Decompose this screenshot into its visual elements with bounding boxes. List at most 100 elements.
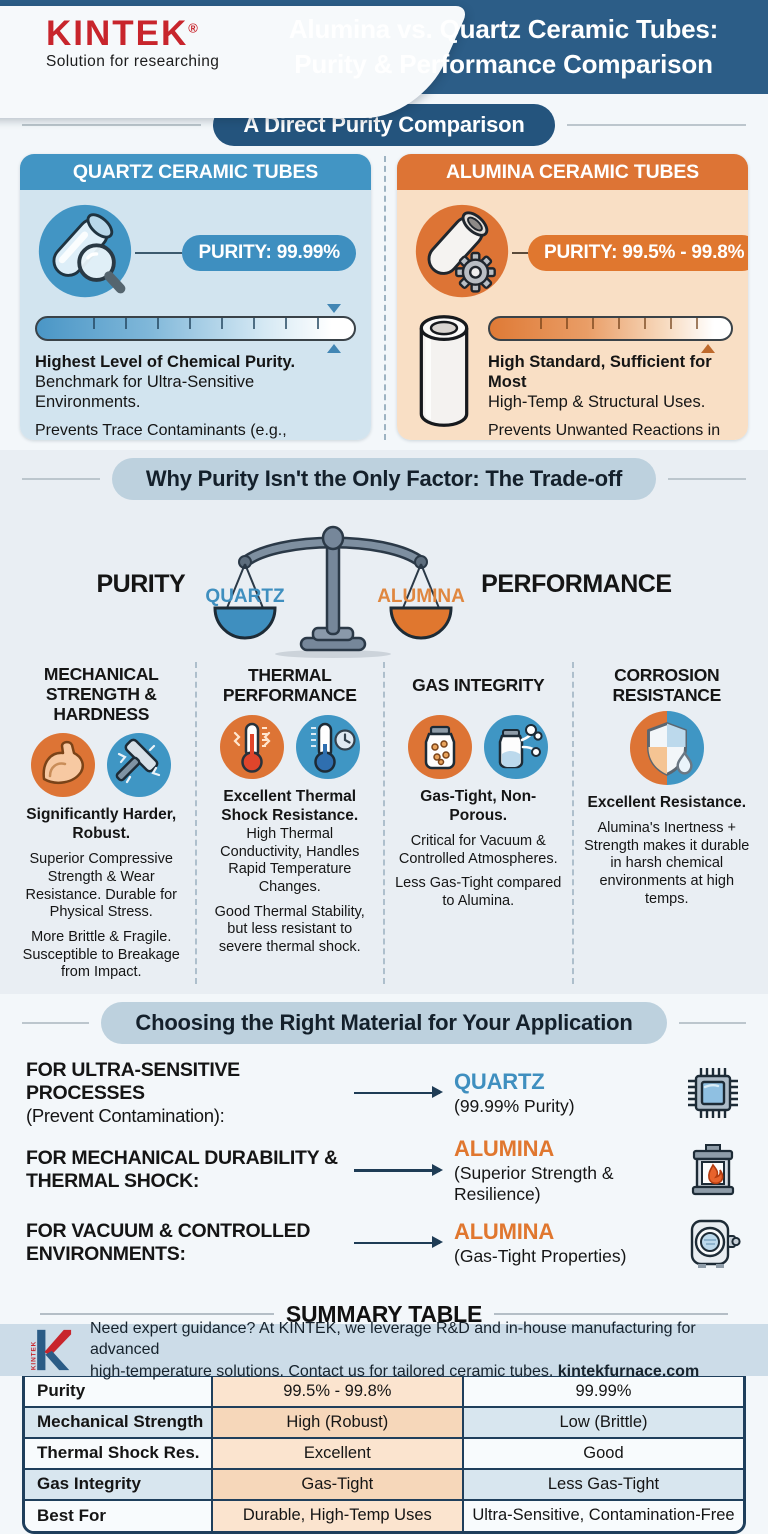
column-paragraph: Critical for Vacuum & Controlled Atmosph… bbox=[398, 832, 558, 867]
table-cell-property: Thermal Shock Res. bbox=[25, 1436, 212, 1469]
brand-name: KINTEK® bbox=[46, 16, 219, 51]
column-lead: Excellent Resistance. bbox=[587, 794, 747, 811]
alumina-card-title: ALUMINA CERAMIC TUBES bbox=[397, 154, 748, 190]
table-cell-quartz: Ultra-Sensitive, Contamination-Free bbox=[461, 1498, 743, 1531]
tradeoff-section-head: Why Purity Isn't the Only Factor: The Tr… bbox=[0, 458, 768, 500]
choose-label-line2: ENVIRONMENTS: bbox=[26, 1242, 186, 1265]
column-corrosion: CORROSION RESISTANCE Excellent Resistanc… bbox=[571, 662, 761, 984]
gauge-marker-bottom bbox=[701, 344, 716, 353]
material-note: (99.99% Purity) bbox=[454, 1095, 575, 1116]
choosing-section-head: Choosing the Right Material for Your App… bbox=[0, 1002, 768, 1044]
summary-title: SUMMARY TABLE bbox=[285, 1300, 483, 1327]
tube-magnifier-icon bbox=[38, 204, 132, 298]
column-lead: Significantly Harder, Robust. bbox=[26, 806, 177, 843]
arrow-icon bbox=[354, 1087, 443, 1098]
footer: KINTEK Need expert guidance? At KINTEK, … bbox=[0, 1320, 768, 1380]
header: KINTEK® Solution for researching Alumina… bbox=[0, 0, 768, 118]
table-cell-alumina: Gas-Tight bbox=[210, 1467, 463, 1500]
alumina-paragraph: Prevents Unwanted Reactions in Demanding… bbox=[488, 422, 721, 440]
alumina-purity-badge: PURITY: 99.5% - 99.8% bbox=[528, 235, 748, 271]
table-row: Gas Integrity Gas-Tight Less Gas-Tight bbox=[25, 1467, 743, 1500]
tradeoff-section-title: Why Purity Isn't the Only Factor: The Tr… bbox=[111, 458, 657, 500]
quartz-purity-gauge bbox=[35, 304, 356, 353]
column-thermal: THERMAL PERFORMANCE bbox=[194, 662, 384, 984]
sealed-jar-icon bbox=[408, 715, 473, 779]
column-paragraph: Superior Compressive Strength & Wear Res… bbox=[25, 851, 177, 921]
balance-scale-icon: QUARTZ ALUMINA bbox=[206, 525, 465, 658]
choosing-section-title: Choosing the Right Material for Your App… bbox=[101, 1002, 667, 1044]
column-title: CORROSION RESISTANCE bbox=[612, 664, 722, 705]
material-note: (Gas-Tight Properties) bbox=[454, 1245, 627, 1266]
table-cell-quartz: Good bbox=[461, 1436, 743, 1469]
table-row: Best For Durable, High-Temp Uses Ultra-S… bbox=[25, 1498, 743, 1531]
quartz-pan-label: QUARTZ bbox=[206, 586, 286, 607]
alumina-purity-gauge bbox=[488, 305, 733, 353]
gear-icon bbox=[455, 251, 496, 293]
registered-mark: ® bbox=[188, 20, 198, 36]
gauge-marker-top bbox=[327, 304, 342, 313]
page-title-line2: Purity & Performance Comparison bbox=[294, 48, 713, 79]
standing-tube-icon bbox=[419, 315, 469, 427]
tube-gear-icon bbox=[415, 204, 509, 298]
brand-k-icon: KINTEK bbox=[30, 1329, 72, 1371]
quartz-pan bbox=[213, 606, 277, 640]
cards-divider bbox=[384, 156, 386, 440]
balance-graphic: PURITY QUARTZ ALUMINA PERFORMANCE bbox=[0, 508, 768, 658]
choose-label-line2: (Prevent Contamination): bbox=[26, 1105, 225, 1126]
footer-line1: Need expert guidance? At KINTEK, we leve… bbox=[90, 1320, 696, 1359]
page-title: Alumina vs. Quartz Ceramic Tubes: Purity… bbox=[245, 12, 762, 81]
column-title: MECHANICAL STRENGTH & HARDNESS bbox=[43, 664, 159, 725]
table-cell-property: Mechanical Strength bbox=[25, 1405, 212, 1438]
column-mechanical: MECHANICAL STRENGTH & HARDNESS Significa… bbox=[8, 662, 195, 984]
table-cell-alumina: Excellent bbox=[210, 1436, 463, 1469]
choose-label-line1: FOR VACUUM & CONTROLLED bbox=[26, 1219, 311, 1242]
summary-section-head: SUMMARY TABLE bbox=[0, 1301, 768, 1328]
choose-label-line1: FOR MECHANICAL DURABILITY & bbox=[26, 1147, 338, 1170]
column-title: THERMAL PERFORMANCE bbox=[222, 664, 357, 705]
furnace-icon bbox=[691, 1144, 735, 1196]
material-name: ALUMINA bbox=[454, 1218, 555, 1244]
muscle-icon bbox=[31, 733, 96, 798]
alumina-card: ALUMINA CERAMIC TUBES bbox=[397, 154, 748, 440]
performance-label: PERFORMANCE bbox=[481, 570, 672, 598]
table-row: Thermal Shock Res. Excellent Good bbox=[25, 1436, 743, 1469]
svg-text:KINTEK: KINTEK bbox=[30, 1341, 37, 1370]
alumina-lead-rest: High-Temp & Structural Uses. bbox=[488, 393, 706, 412]
factor-columns: MECHANICAL STRENGTH & HARDNESS Significa… bbox=[0, 658, 768, 994]
brand-tagline: Solution for researching bbox=[46, 53, 220, 70]
table-cell-property: Best For bbox=[25, 1498, 212, 1531]
gauge-marker-bottom bbox=[327, 344, 342, 353]
material-name: ALUMINA bbox=[454, 1135, 555, 1161]
table-cell-alumina: High (Robust) bbox=[210, 1405, 463, 1438]
footer-line2: high-temperature solutions. Contact us f… bbox=[90, 1362, 558, 1380]
shield-droplet-icon bbox=[629, 710, 704, 786]
thermometer-hot-icon bbox=[219, 715, 284, 779]
column-lead: Gas-Tight, Non-Porous. bbox=[420, 788, 537, 824]
quartz-purity-badge: PURITY: 99.99% bbox=[182, 235, 356, 271]
table-cell-property: Gas Integrity bbox=[25, 1467, 212, 1500]
column-paragraph: Alumina's Inertness + Strength makes it … bbox=[584, 819, 750, 907]
material-name: QUARTZ bbox=[454, 1068, 545, 1094]
choose-row-vacuum: FOR VACUUM & CONTROLLED ENVIRONMENTS: AL… bbox=[26, 1214, 742, 1272]
vacuum-chamber-icon bbox=[690, 1219, 741, 1268]
material-note: (Superior Strength & Resilience) bbox=[454, 1162, 614, 1204]
footer-link[interactable]: kintekfurnace.com bbox=[557, 1362, 700, 1380]
alumina-pan-label: ALUMINA bbox=[377, 586, 465, 607]
footer-text: Need expert guidance? At KINTEK, we leve… bbox=[90, 1318, 740, 1381]
gauge-bar bbox=[488, 316, 733, 341]
purity-label: PURITY bbox=[96, 570, 186, 598]
gauge-bar bbox=[35, 316, 356, 341]
quartz-lead-rest: Benchmark for Ultra-Sensitive Environmen… bbox=[35, 373, 255, 412]
quartz-lead: Highest Level of Chemical Purity. bbox=[35, 353, 296, 371]
page-title-line1: Alumina vs. Quartz Ceramic Tubes: bbox=[288, 14, 719, 44]
thermometer-cold-icon bbox=[295, 715, 360, 779]
quartz-paragraph: Prevents Trace Contaminants (e.g., Semic… bbox=[35, 422, 287, 440]
quartz-card-title: QUARTZ CERAMIC TUBES bbox=[20, 154, 371, 190]
arrow-icon bbox=[354, 1164, 443, 1175]
column-paragraph: Less Gas-Tight compared to Alumina. bbox=[395, 875, 562, 909]
column-lead: Excellent Thermal Shock Resistance. bbox=[221, 788, 359, 824]
column-paragraph: More Brittle & Fragile. Susceptible to B… bbox=[22, 928, 180, 981]
table-row: Mechanical Strength High (Robust) Low (B… bbox=[25, 1405, 743, 1438]
choose-row-durability: FOR MECHANICAL DURABILITY & THERMAL SHOC… bbox=[26, 1136, 742, 1205]
choose-label-line2: THERMAL SHOCK: bbox=[26, 1170, 200, 1193]
